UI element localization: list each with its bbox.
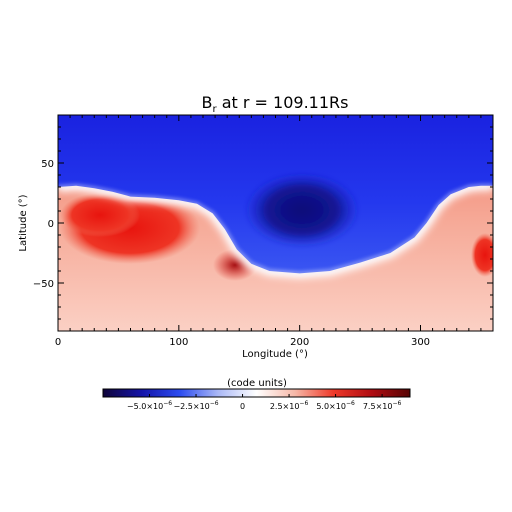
strong-positive-region-west xyxy=(60,193,140,237)
y-tick-label: −50 xyxy=(33,279,54,290)
title-subscript: r xyxy=(213,104,218,115)
y-axis: −50 0 50 xyxy=(33,114,493,332)
chart-title: Br at r = 109.11Rs xyxy=(202,93,349,115)
x-axis: 0 100 200 300 xyxy=(55,115,494,348)
x-tick-label: 0 xyxy=(55,337,61,348)
x-axis-label: Longitude (°) xyxy=(242,349,308,360)
x-tick-label: 200 xyxy=(290,337,309,348)
y-axis-label: Latitude (°) xyxy=(18,194,29,251)
colorbar-label: (code units) xyxy=(227,378,287,389)
neutral-line xyxy=(58,184,493,275)
y-tick-label: 0 xyxy=(48,219,54,230)
title-main: B xyxy=(202,93,213,112)
colorbar-ticks: −5.0×10−6 −2.5×10−6 0 2.5×10−6 5.0×10−6 7.5×1… xyxy=(127,394,402,411)
colorbar-tick-label: 7.5×10−6 xyxy=(363,400,402,411)
y-tick-label: 50 xyxy=(41,159,54,170)
colorbar-tick-label: 2.5×10−6 xyxy=(270,400,309,411)
colorbar-tick-label: 5.0×10−6 xyxy=(316,400,355,411)
title-rest: at r = 109.11Rs xyxy=(217,93,349,112)
colorbar-tick-label: −2.5×10−6 xyxy=(173,400,218,411)
colorbar-tick-label: −5.0×10−6 xyxy=(127,400,172,411)
x-tick-label: 300 xyxy=(411,337,430,348)
negative-core xyxy=(244,172,360,248)
colorbar-tick-label: 0 xyxy=(240,402,245,411)
heatmap-field xyxy=(58,115,493,331)
colorbar xyxy=(102,388,411,398)
positive-region-east xyxy=(471,233,493,277)
x-tick-label: 100 xyxy=(169,337,188,348)
